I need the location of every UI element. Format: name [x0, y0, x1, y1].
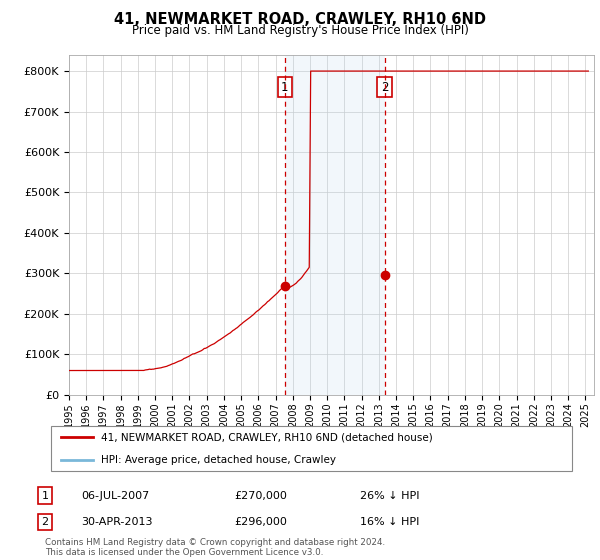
Text: 16% ↓ HPI: 16% ↓ HPI [360, 517, 419, 527]
Text: 2: 2 [381, 81, 388, 94]
Text: 30-APR-2013: 30-APR-2013 [81, 517, 152, 527]
Text: 41, NEWMARKET ROAD, CRAWLEY, RH10 6ND (detached house): 41, NEWMARKET ROAD, CRAWLEY, RH10 6ND (d… [101, 432, 433, 442]
Text: HPI: Average price, detached house, Crawley: HPI: Average price, detached house, Craw… [101, 455, 336, 465]
Text: Price paid vs. HM Land Registry's House Price Index (HPI): Price paid vs. HM Land Registry's House … [131, 24, 469, 36]
Text: 26% ↓ HPI: 26% ↓ HPI [360, 491, 419, 501]
Text: £296,000: £296,000 [234, 517, 287, 527]
Text: 41, NEWMARKET ROAD, CRAWLEY, RH10 6ND: 41, NEWMARKET ROAD, CRAWLEY, RH10 6ND [114, 12, 486, 27]
Text: 1: 1 [41, 491, 49, 501]
FancyBboxPatch shape [50, 426, 572, 471]
Bar [285, 55, 385, 395]
Text: £270,000: £270,000 [234, 491, 287, 501]
Text: Contains HM Land Registry data © Crown copyright and database right 2024.
This d: Contains HM Land Registry data © Crown c… [45, 538, 385, 557]
Text: 2: 2 [41, 517, 49, 527]
Text: 06-JUL-2007: 06-JUL-2007 [81, 491, 149, 501]
Text: 1: 1 [281, 81, 289, 94]
